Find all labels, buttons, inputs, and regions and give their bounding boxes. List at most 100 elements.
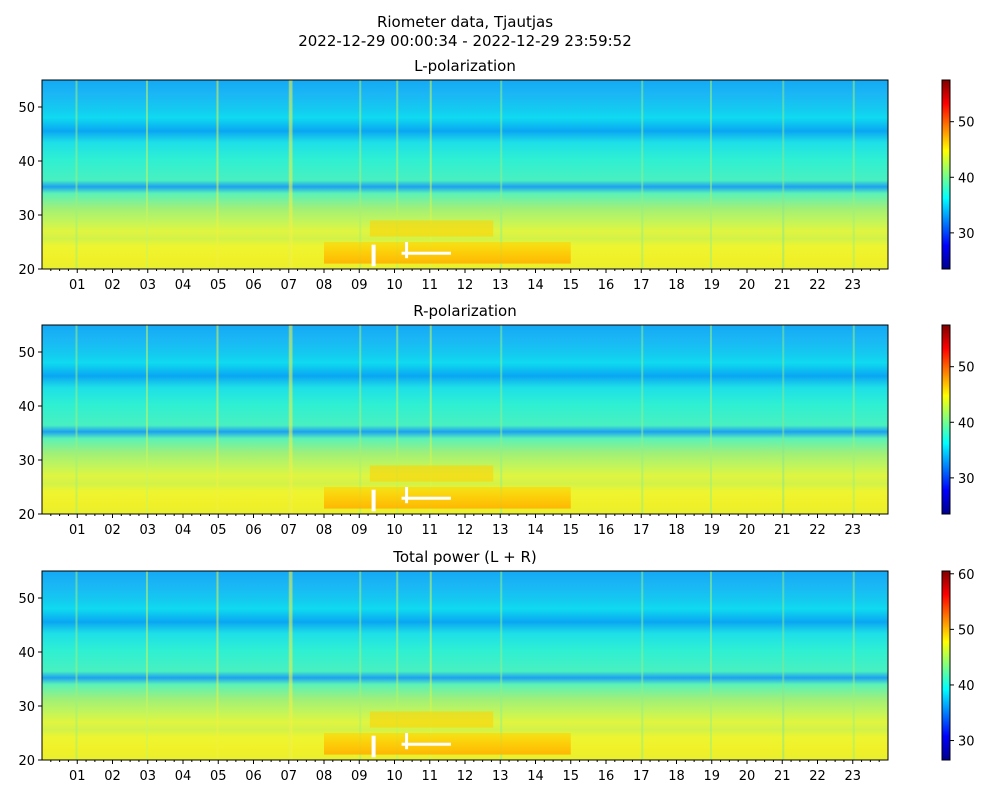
streak	[75, 325, 78, 514]
streak	[500, 571, 503, 760]
x-tick-label: 09	[351, 278, 368, 293]
colorbar-tick-label: 50	[958, 361, 975, 376]
x-tick-label: 07	[280, 278, 297, 293]
x-tick-label: 03	[139, 278, 156, 293]
saturated-streak	[401, 496, 451, 500]
x-tick-label: 09	[351, 523, 368, 538]
enhancement-band-high	[369, 465, 494, 482]
streak	[396, 325, 399, 514]
streak	[641, 325, 644, 514]
streak	[396, 80, 399, 269]
x-tick-label: 02	[104, 278, 121, 293]
x-tick-label: 12	[457, 523, 474, 538]
streak	[852, 325, 855, 514]
x-tick-label: 06	[245, 278, 262, 293]
x-tick-label: 02	[104, 523, 121, 538]
x-tick-label: 06	[245, 769, 262, 784]
streak	[290, 325, 293, 514]
saturated-spike	[371, 244, 376, 267]
x-tick-label: 05	[210, 769, 227, 784]
x-tick-label: 01	[69, 278, 86, 293]
streak	[709, 571, 712, 760]
streak	[396, 571, 399, 760]
x-tick-label: 07	[280, 769, 297, 784]
x-tick-label: 22	[809, 769, 826, 784]
x-tick-label: 14	[527, 769, 544, 784]
streak	[429, 571, 432, 760]
saturated-spike	[405, 487, 409, 504]
x-tick-label: 15	[562, 769, 579, 784]
streak	[145, 571, 148, 760]
x-tick-label: 22	[809, 278, 826, 293]
saturated-streak	[401, 742, 451, 746]
streak	[359, 325, 362, 514]
y-tick-label: 50	[18, 592, 35, 607]
x-tick-label: 21	[774, 769, 791, 784]
enhancement-band-high	[369, 220, 494, 237]
colorbar-tick-label: 30	[958, 472, 975, 487]
colorbar-tick-label: 40	[958, 679, 975, 694]
streak	[75, 571, 78, 760]
x-tick-label: 17	[633, 523, 650, 538]
x-tick-label: 21	[774, 523, 791, 538]
colorbar-tick-label: 30	[958, 227, 975, 242]
x-tick-label: 18	[668, 278, 685, 293]
colorbar-tick-label: 40	[958, 416, 975, 431]
x-tick-label: 18	[668, 523, 685, 538]
streak	[429, 325, 432, 514]
streak	[709, 80, 712, 269]
x-tick-label: 23	[844, 278, 861, 293]
x-tick-label: 02	[104, 769, 121, 784]
colorbar	[941, 324, 951, 515]
x-tick-label: 04	[175, 278, 192, 293]
x-tick-label: 19	[703, 278, 720, 293]
streak	[429, 80, 432, 269]
x-tick-label: 10	[386, 769, 403, 784]
colorbar	[941, 570, 951, 761]
saturated-streak	[401, 251, 451, 255]
y-tick-label: 30	[18, 700, 35, 715]
streak	[288, 571, 291, 760]
colorbar-tick-label: 60	[958, 568, 975, 583]
y-tick-label: 20	[18, 263, 35, 278]
figure-title-line2: 2022-12-29 00:00:34 - 2022-12-29 23:59:5…	[298, 32, 632, 50]
figure-title: Riometer data, Tjautjas 2022-12-29 00:00…	[0, 13, 930, 51]
y-tick-label: 40	[18, 400, 35, 415]
saturated-spike	[405, 242, 409, 259]
x-tick-label: 14	[527, 523, 544, 538]
colorbar-tick-label: 40	[958, 171, 975, 186]
x-tick-label: 20	[739, 278, 756, 293]
x-tick-label: 17	[633, 278, 650, 293]
y-tick-label: 20	[18, 754, 35, 769]
x-tick-label: 01	[69, 523, 86, 538]
y-tick-label: 30	[18, 454, 35, 469]
x-tick-label: 06	[245, 523, 262, 538]
x-tick-label: 09	[351, 769, 368, 784]
x-tick-label: 20	[739, 769, 756, 784]
streak	[852, 80, 855, 269]
colorbar-tick-label: 50	[958, 623, 975, 638]
panel-title-l: L-polarization	[414, 57, 516, 75]
x-tick-label: 16	[598, 523, 615, 538]
x-tick-label: 04	[175, 769, 192, 784]
streak	[145, 80, 148, 269]
x-tick-label: 04	[175, 523, 192, 538]
x-tick-label: 22	[809, 523, 826, 538]
figure-title-line1: Riometer data, Tjautjas	[376, 13, 554, 31]
streak	[290, 80, 293, 269]
x-tick-label: 08	[316, 523, 333, 538]
x-tick-label: 15	[562, 278, 579, 293]
streak	[145, 325, 148, 514]
x-tick-label: 23	[844, 523, 861, 538]
x-tick-label: 16	[598, 278, 615, 293]
colorbar	[941, 79, 951, 270]
x-tick-label: 11	[421, 769, 438, 784]
streak	[359, 571, 362, 760]
x-tick-label: 03	[139, 523, 156, 538]
y-tick-label: 50	[18, 346, 35, 361]
heatmap-field	[42, 80, 888, 269]
streak	[500, 325, 503, 514]
y-tick-label: 50	[18, 101, 35, 116]
x-tick-label: 21	[774, 278, 791, 293]
